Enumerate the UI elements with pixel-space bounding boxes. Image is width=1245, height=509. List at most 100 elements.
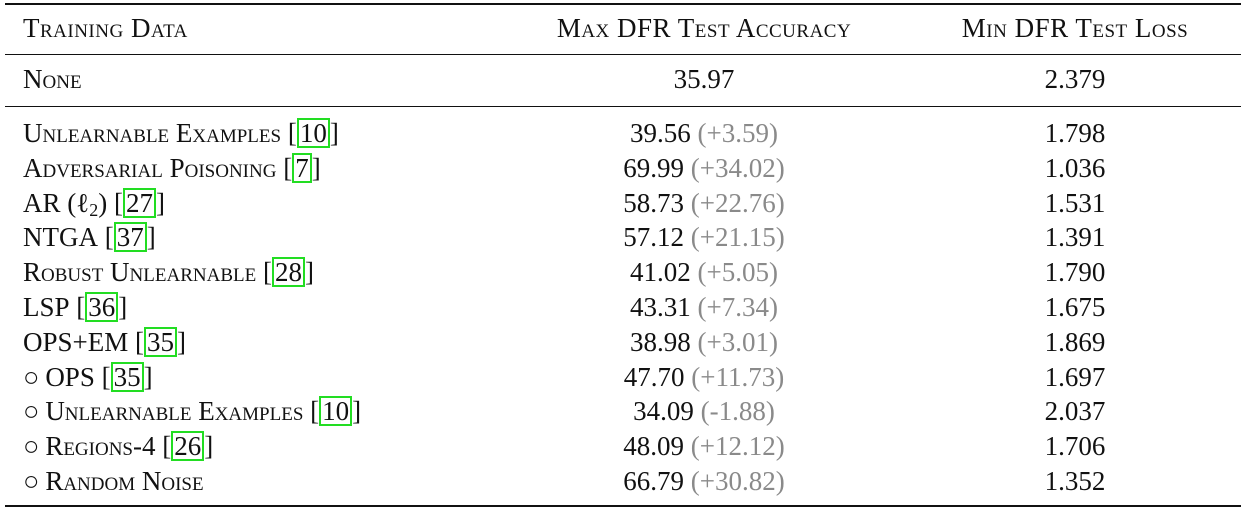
method-name: LSP xyxy=(23,292,70,322)
method-name: Regions-4 xyxy=(45,431,156,462)
loss-value: 2.037 xyxy=(1044,396,1106,427)
method-cell: LSP [36] xyxy=(23,292,128,322)
accuracy-delta: (+3.01) xyxy=(697,326,778,357)
accuracy-cell: 43.31 (+7.34) xyxy=(500,290,908,324)
baseline-row: None 35.97 2.379 xyxy=(0,62,1245,96)
method-name: Robust Unlearnable xyxy=(23,257,257,288)
accuracy-value: 34.09 xyxy=(633,396,694,427)
method-name: AR (ℓ xyxy=(23,187,90,218)
accuracy-delta: (+3.59) xyxy=(697,118,778,148)
table-row: LSP [36] 43.31 (+7.34) 1.675 xyxy=(0,290,1245,324)
accuracy-cell: 66.79 (+30.82) xyxy=(500,464,908,498)
accuracy-delta: (+30.82) xyxy=(690,466,785,496)
method-cell: Unlearnable Examples [10] xyxy=(23,118,339,148)
accuracy-cell: 34.09 (-1.88) xyxy=(500,394,908,428)
table-row: AR (ℓ2) [27] 58.73 (+22.76) 1.531 xyxy=(0,186,1245,220)
table-row: ○ Regions-4 [26] 48.09 (+12.12) 1.706 xyxy=(0,429,1245,463)
accuracy-cell: 58.73 (+22.76) xyxy=(500,186,908,220)
loss-value: 1.531 xyxy=(1044,187,1106,218)
method-cell: Adversarial Poisoning [7] xyxy=(23,152,321,183)
baseline-name: None xyxy=(23,64,82,94)
accuracy-cell: 69.99 (+34.02) xyxy=(500,151,908,185)
table-row: ○ Random Noise 66.79 (+30.82) 1.352 xyxy=(0,464,1245,498)
method-name: Adversarial Poisoning xyxy=(23,152,277,183)
table-row: ○ OPS [35] 47.70 (+11.73) 1.697 xyxy=(0,360,1245,394)
method-name-suffix: ) xyxy=(98,187,108,218)
method-cell: OPS+EM [35] xyxy=(23,326,187,357)
method-cell: ○ Regions-4 [26] xyxy=(23,431,214,462)
method-cell: ○ Random Noise xyxy=(23,464,204,498)
accuracy-value: 48.09 xyxy=(623,431,685,462)
citation-link[interactable]: 10 xyxy=(296,118,330,148)
method-cell: AR (ℓ2) [27] xyxy=(23,187,165,220)
baseline-loss: 2.379 xyxy=(1044,64,1106,94)
accuracy-cell: 41.02 (+5.05) xyxy=(500,255,908,289)
header-min-dfr-loss: Min DFR Test Loss xyxy=(961,13,1189,43)
accuracy-delta: (+22.76) xyxy=(690,187,785,218)
method-name: OPS+EM xyxy=(23,326,129,357)
circle-marker-icon: ○ xyxy=(23,466,40,496)
method-cell: NTGA [37] xyxy=(23,222,156,253)
citation-link[interactable]: 10 xyxy=(319,396,353,427)
accuracy-value: 47.70 xyxy=(623,361,685,392)
baseline-accuracy: 35.97 xyxy=(673,64,735,94)
method-name: OPS xyxy=(45,361,95,392)
accuracy-value: 43.31 xyxy=(630,292,691,322)
citation-link[interactable]: 37 xyxy=(113,222,147,253)
top-rule xyxy=(5,3,1241,5)
accuracy-delta: (+11.73) xyxy=(691,361,785,392)
accuracy-delta: (+34.02) xyxy=(690,152,785,183)
loss-value: 1.798 xyxy=(1044,118,1106,148)
loss-value: 1.675 xyxy=(1044,292,1106,322)
accuracy-delta: (+7.34) xyxy=(697,292,778,322)
citation-link[interactable]: 35 xyxy=(144,326,178,357)
loss-value: 1.697 xyxy=(1044,361,1106,392)
method-name: Unlearnable Examples xyxy=(45,396,304,427)
accuracy-value: 66.79 xyxy=(623,466,685,496)
accuracy-cell: 57.12 (+21.15) xyxy=(500,220,908,254)
table-row: NTGA [37] 57.12 (+21.15) 1.391 xyxy=(0,220,1245,254)
loss-value: 1.790 xyxy=(1044,257,1106,288)
accuracy-delta: (+12.12) xyxy=(690,431,785,462)
loss-value: 1.869 xyxy=(1044,326,1106,357)
citation-link[interactable]: 28 xyxy=(271,257,305,288)
circle-marker-icon: ○ xyxy=(23,361,40,392)
header-row: Training Data Max DFR Test Accuracy Min … xyxy=(0,11,1245,45)
accuracy-delta: (+21.15) xyxy=(690,222,785,253)
table-row: OPS+EM [35] 38.98 (+3.01) 1.869 xyxy=(0,325,1245,359)
loss-value: 1.352 xyxy=(1044,466,1106,496)
accuracy-value: 69.99 xyxy=(623,152,685,183)
table-row: Unlearnable Examples [10] 39.56 (+3.59) 1.… xyxy=(0,116,1245,150)
accuracy-value: 39.56 xyxy=(630,118,691,148)
citation-link[interactable]: 26 xyxy=(171,431,205,462)
accuracy-value: 41.02 xyxy=(630,257,691,288)
accuracy-value: 58.73 xyxy=(623,187,685,218)
method-name: Unlearnable Examples xyxy=(23,118,282,148)
citation-link[interactable]: 36 xyxy=(85,292,119,322)
header-training-data: Training Data xyxy=(23,13,188,43)
accuracy-cell: 39.56 (+3.59) xyxy=(500,116,908,150)
accuracy-cell: 47.70 (+11.73) xyxy=(500,360,908,394)
accuracy-value: 38.98 xyxy=(630,326,691,357)
accuracy-value: 57.12 xyxy=(623,222,685,253)
method-cell: ○ Unlearnable Examples [10] xyxy=(23,396,362,427)
header-rule xyxy=(5,54,1241,55)
circle-marker-icon: ○ xyxy=(23,396,40,427)
table-row: ○ Unlearnable Examples [10] 34.09 (-1.88) 2… xyxy=(0,394,1245,428)
loss-value: 1.706 xyxy=(1044,431,1106,462)
accuracy-cell: 38.98 (+3.01) xyxy=(500,325,908,359)
method-name: NTGA xyxy=(23,222,98,253)
loss-value: 1.036 xyxy=(1044,152,1106,183)
circle-marker-icon: ○ xyxy=(23,431,40,462)
method-cell: Robust Unlearnable [28] xyxy=(23,257,314,288)
method-name-subscript: 2 xyxy=(89,199,99,220)
table-row: Adversarial Poisoning [7] 69.99 (+34.02) 1… xyxy=(0,151,1245,185)
citation-link[interactable]: 27 xyxy=(122,187,156,218)
accuracy-delta: (-1.88) xyxy=(700,396,775,427)
method-name: Random Noise xyxy=(45,466,204,496)
citation-link[interactable]: 7 xyxy=(292,152,312,183)
table-row: Robust Unlearnable [28] 41.02 (+5.05) 1.79… xyxy=(0,255,1245,289)
citation-link[interactable]: 35 xyxy=(110,361,144,392)
accuracy-cell: 48.09 (+12.12) xyxy=(500,429,908,463)
method-cell: ○ OPS [35] xyxy=(23,361,153,392)
